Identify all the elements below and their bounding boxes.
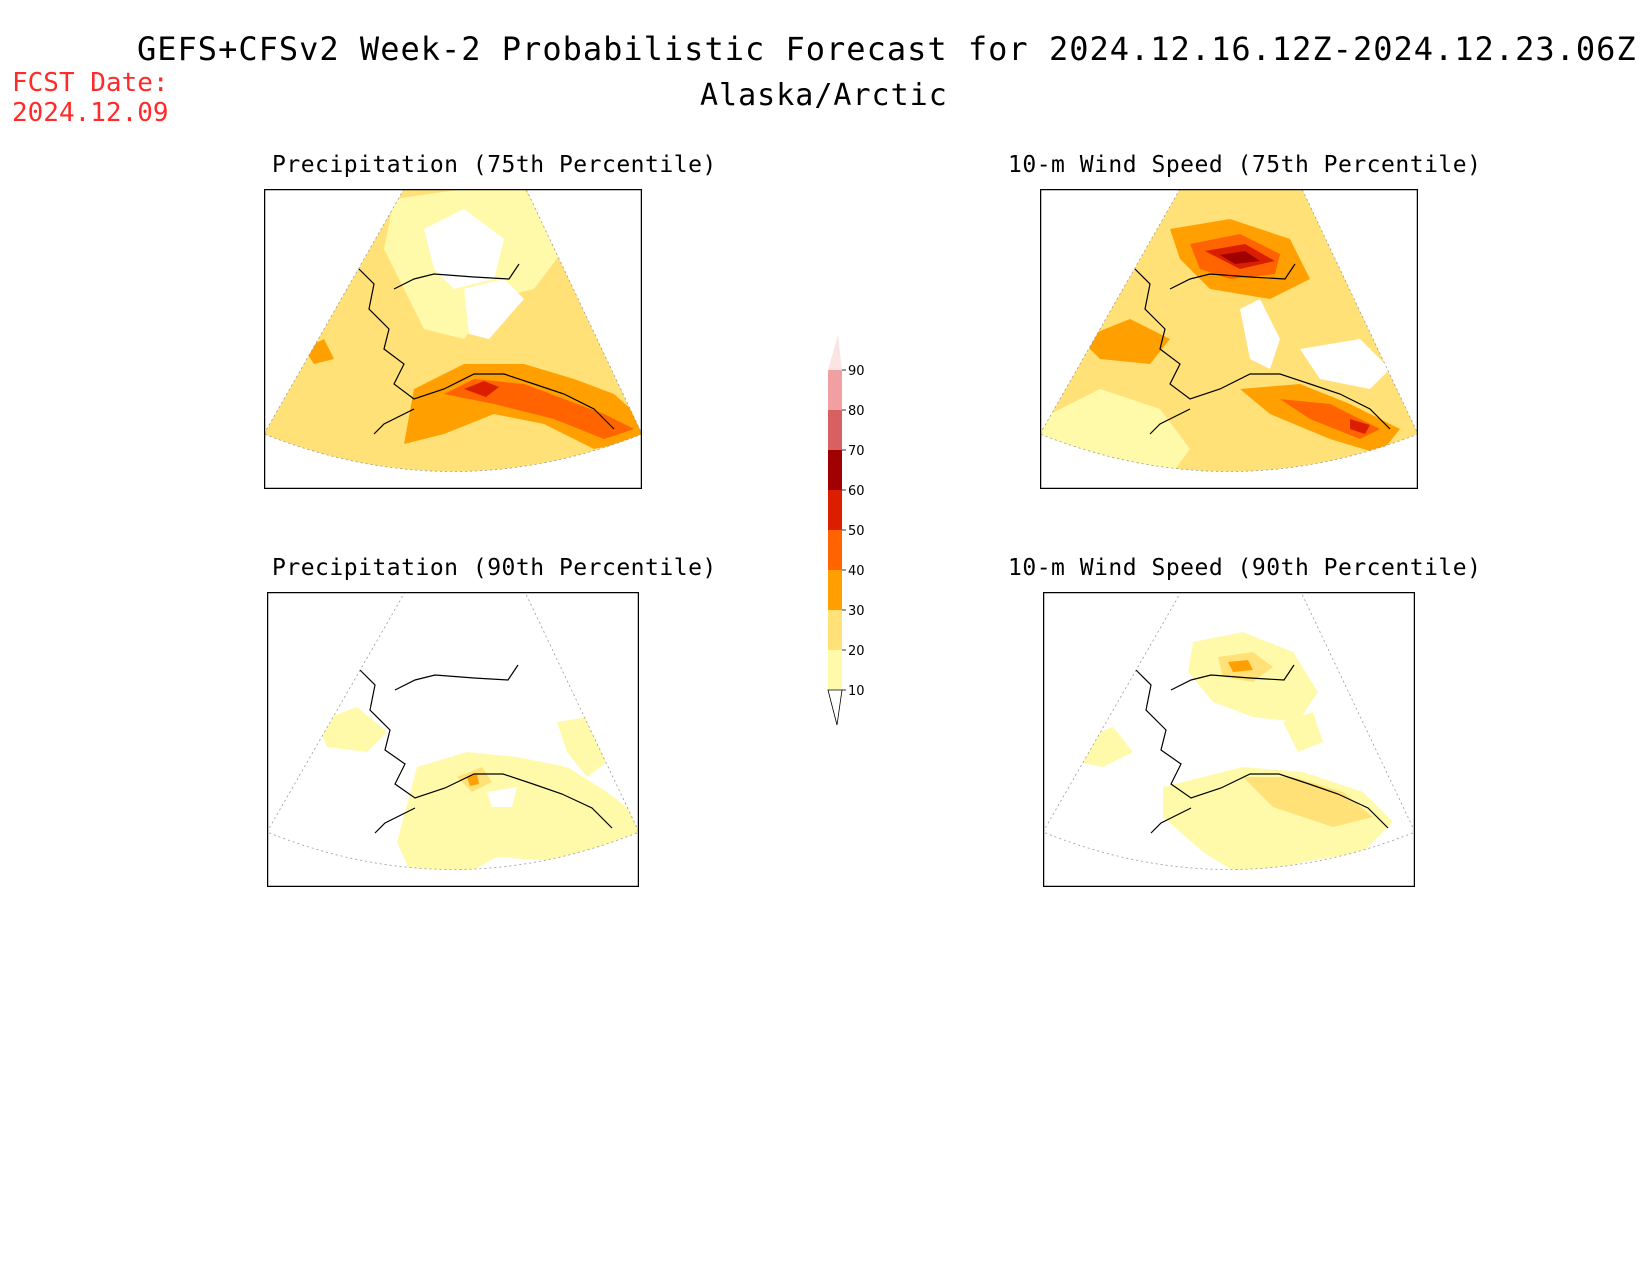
colorbar-label-20: 20 xyxy=(848,644,865,659)
forecast-date-value: 2024.12.09 xyxy=(12,98,169,128)
precip90-zone-none xyxy=(487,787,517,807)
precip90-domain-edge xyxy=(267,592,639,870)
colorbar-swatch-40 xyxy=(828,530,842,570)
colorbar-swatch-60 xyxy=(828,450,842,490)
precip75-domain-edge xyxy=(264,189,642,472)
colorbar-label-40: 40 xyxy=(848,564,865,579)
precip90-zone-10-b xyxy=(317,707,387,752)
colorbar-swatch-80 xyxy=(828,370,842,410)
panel-title-precip90: Precipitation (90th Percentile) xyxy=(272,555,717,581)
wind75-zone-60 xyxy=(1220,251,1260,264)
wind90-domain-edge xyxy=(1043,592,1415,870)
wind75-zone-none xyxy=(1240,299,1280,369)
colorbar-swatch-50 xyxy=(828,490,842,530)
wind90-coastline xyxy=(1135,664,1389,834)
wind75-zone-none-2 xyxy=(1300,339,1390,389)
region-subtitle: Alaska/Arctic xyxy=(700,78,948,113)
precip90-frame xyxy=(267,592,639,887)
precip75-coastline xyxy=(358,263,615,435)
colorbar-label-50: 50 xyxy=(848,524,865,539)
colorbar: 90 80 70 60 50 40 30 20 10 xyxy=(827,335,865,726)
wind90-frame xyxy=(1043,592,1415,887)
precip90-coastline xyxy=(359,664,613,834)
precip90-zone-30 xyxy=(467,774,479,786)
wind75-zone-30-b xyxy=(1080,319,1170,364)
precip75-zone-40 xyxy=(444,379,634,439)
panel-title-wind90: 10-m Wind Speed (90th Percentile) xyxy=(1008,555,1482,581)
colorbar-swatch-20 xyxy=(828,610,842,650)
wind75-coastline xyxy=(1134,263,1391,435)
colorbar-swatch-30 xyxy=(828,570,842,610)
colorbar-label-30: 30 xyxy=(848,604,865,619)
map-precip75 xyxy=(264,189,642,489)
colorbar-label-80: 80 xyxy=(848,404,865,419)
precip90-zone-10-c xyxy=(557,717,607,777)
colorbar-top-extension xyxy=(828,335,842,370)
colorbar-label-70: 70 xyxy=(848,444,865,459)
wind75-frame xyxy=(1040,189,1418,489)
map-precip90 xyxy=(267,592,639,887)
map-wind75 xyxy=(1040,189,1418,489)
wind75-zone-50-b xyxy=(1350,419,1370,434)
colorbar-swatch-10 xyxy=(828,650,842,690)
main-title-text: GEFS+CFSv2 Week-2 Probabilistic Forecast… xyxy=(137,30,1637,68)
colorbar-swatch-70 xyxy=(828,410,842,450)
panel-title-wind75: 10-m Wind Speed (75th Percentile) xyxy=(1008,152,1482,178)
colorbar-label-10: 10 xyxy=(848,684,865,699)
precip75-frame xyxy=(264,189,642,489)
wind75-domain-edge xyxy=(1040,189,1418,472)
wind90-zone-30 xyxy=(1228,660,1253,672)
forecast-date-label: FCST Date: xyxy=(12,68,169,98)
forecast-date: FCST Date: 2024.12.09 xyxy=(12,68,169,128)
precip75-zone-50 xyxy=(464,381,499,397)
wind90-zone-20-b xyxy=(1243,777,1373,827)
colorbar-label-90: 90 xyxy=(848,364,865,379)
colorbar-bottom-extension xyxy=(827,689,843,726)
panel-title-precip75: Precipitation (75th Percentile) xyxy=(272,152,717,178)
precip75-zone-none-2 xyxy=(464,279,524,339)
precip75-zone-none xyxy=(424,209,504,289)
map-wind90 xyxy=(1043,592,1415,887)
colorbar-label-60: 60 xyxy=(848,484,865,499)
wind90-zone-10-d xyxy=(1283,712,1323,752)
